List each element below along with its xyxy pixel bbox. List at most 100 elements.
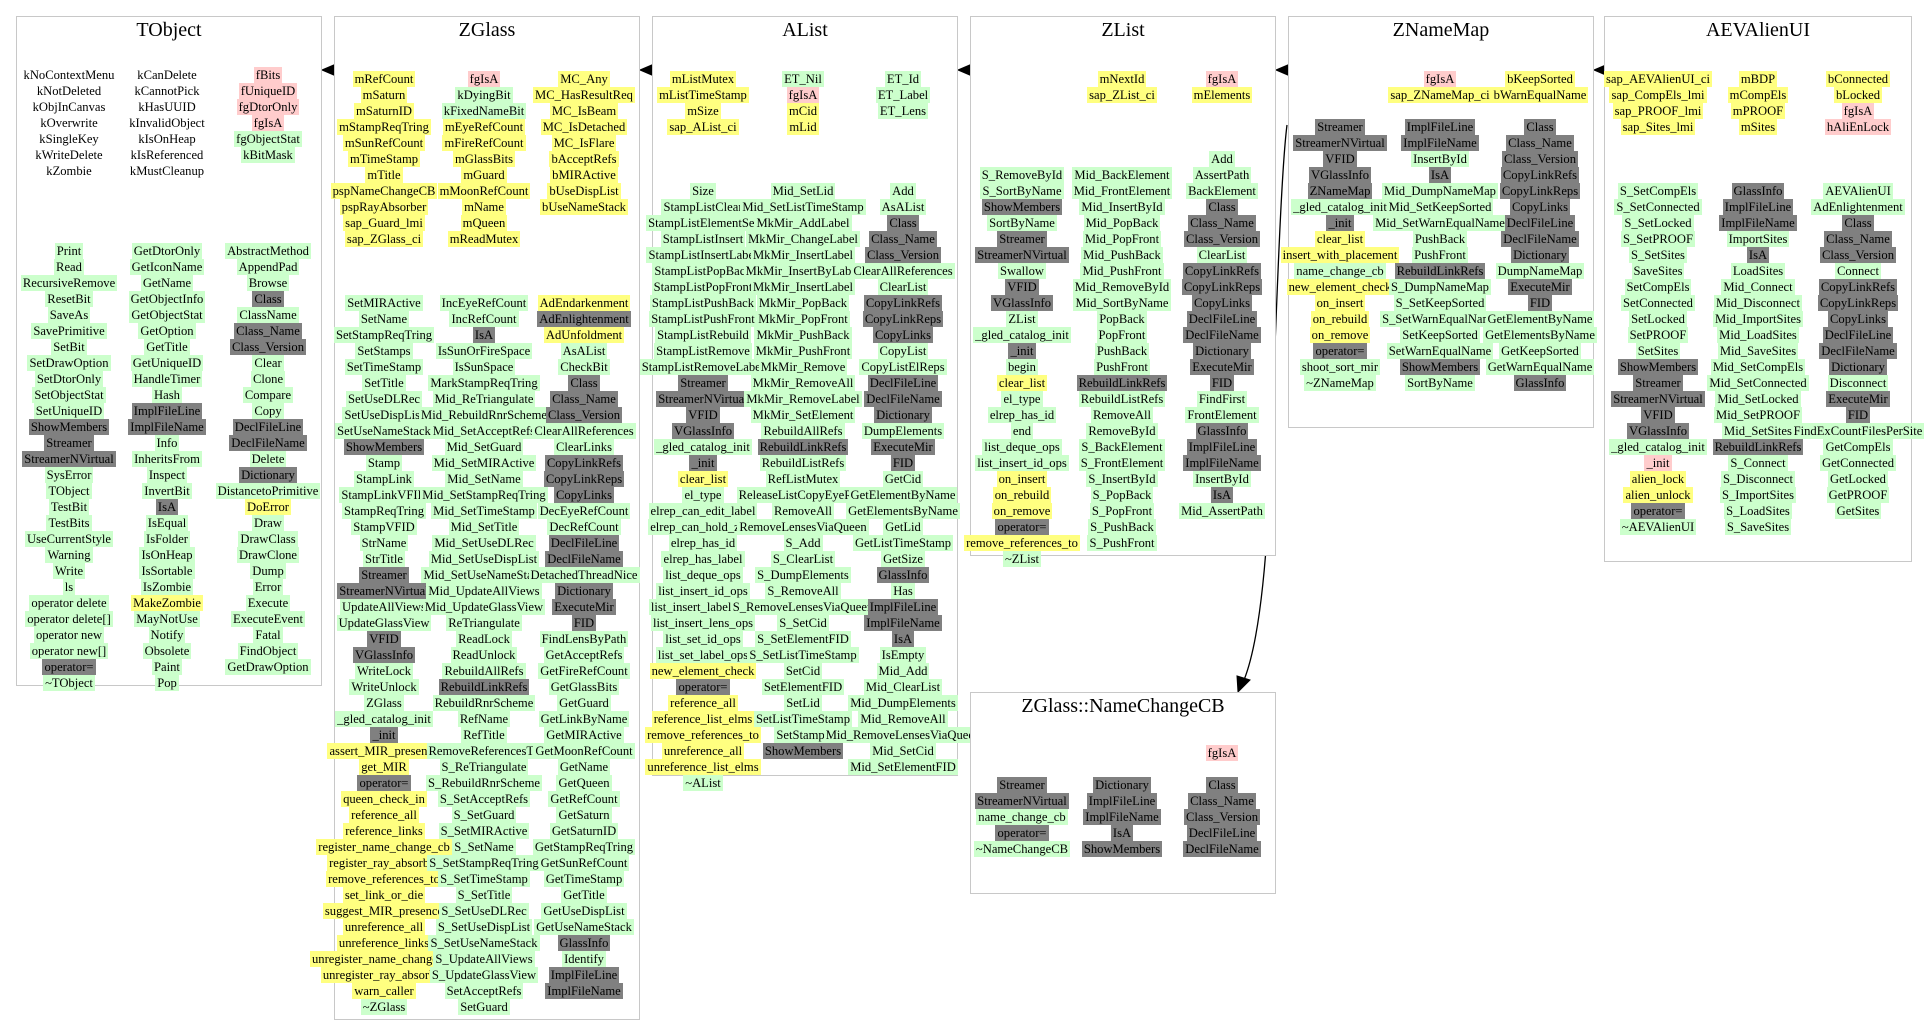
member-column: fgIsA sap_ZNameMap_ci ImplFileLine ImplFil… bbox=[1373, 71, 1507, 391]
member-item: DeclFileName bbox=[1183, 841, 1261, 857]
member-item: IsA bbox=[1110, 825, 1134, 841]
member-item: RebuildLinkRefs bbox=[1076, 375, 1168, 391]
member-item: S_SetKeepSorted bbox=[1393, 295, 1487, 311]
member-item: S_SetMIRActive bbox=[438, 823, 530, 839]
member-item: Dictionary bbox=[239, 467, 297, 483]
member-spacer bbox=[1218, 103, 1225, 119]
member-item: ~AList bbox=[683, 775, 723, 791]
member-item: fBits bbox=[253, 67, 283, 83]
member-item: kIsReferenced bbox=[130, 148, 204, 162]
member-spacer bbox=[163, 179, 170, 195]
member-item: SetBit bbox=[51, 339, 87, 355]
member-item: end bbox=[1010, 423, 1034, 439]
member-item: ShowMembers bbox=[981, 199, 1063, 215]
member-item: ImplFileLine bbox=[867, 599, 939, 615]
member-spacer bbox=[65, 179, 72, 195]
member-item: Copy bbox=[252, 403, 284, 419]
member-item: SaveSites bbox=[1631, 263, 1685, 279]
member-item: S_SetSites bbox=[1629, 247, 1687, 263]
member-item: IsA bbox=[891, 631, 915, 647]
member-column: sap_AEVAlienUI_ci sap_CompEls_lmi sap_PROO… bbox=[1604, 71, 1712, 535]
member-item: Add bbox=[890, 183, 916, 199]
member-spacer bbox=[899, 119, 906, 135]
member-item: Mid_PushBack bbox=[1081, 247, 1163, 263]
member-item: DeclFileLine bbox=[232, 419, 304, 435]
member-item: Mid_DumpElements bbox=[848, 695, 958, 711]
member-item: GetSaturn bbox=[556, 807, 612, 823]
member-item: DeclFileLine bbox=[1504, 215, 1576, 231]
member-item: Disconnect bbox=[1827, 375, 1889, 391]
member-item: mGlassBits bbox=[452, 151, 516, 167]
member-column: Streamer StreamerNVirtual VFID VGlassInfo ZN… bbox=[1280, 71, 1400, 391]
member-item: AdEnlightenment bbox=[1811, 199, 1905, 215]
member-item: _gled_catalog_init bbox=[1291, 199, 1389, 215]
member-item: ReTriangulate bbox=[446, 615, 522, 631]
member-item: Info bbox=[154, 435, 180, 451]
member-item: VFID bbox=[686, 407, 720, 423]
member-item: S_SetCompEls bbox=[1617, 183, 1699, 199]
member-item: TestBit bbox=[48, 499, 90, 515]
member-item: Error bbox=[252, 579, 284, 595]
member-item: Mid_AssertPath bbox=[1179, 503, 1265, 519]
member-item: operator= bbox=[1631, 503, 1685, 519]
member-item: kHasUUID bbox=[138, 100, 196, 114]
member-item: _init bbox=[1644, 455, 1672, 471]
member-item: _gled_catalog_init bbox=[335, 711, 433, 727]
member-item: SortByName bbox=[987, 215, 1057, 231]
member-item: RebuildRnrScheme bbox=[432, 695, 536, 711]
member-item: Streamer bbox=[997, 777, 1047, 793]
member-item: CopyLinkReps bbox=[1499, 183, 1581, 199]
member-item: reference_links bbox=[343, 823, 425, 839]
member-item: Dictionary bbox=[1093, 777, 1151, 793]
member-item: SetTitle bbox=[362, 375, 406, 391]
member-item: list_insert_lens_ops bbox=[650, 615, 756, 631]
member-item: MC_Any bbox=[558, 71, 610, 87]
member-item: Dictionary bbox=[1193, 343, 1251, 359]
member-item: InsertById bbox=[1193, 471, 1251, 487]
member-item: SetName bbox=[358, 311, 410, 327]
member-item: kZombie bbox=[46, 164, 92, 178]
member-item: SetCompEls bbox=[1624, 279, 1692, 295]
member-item: mGuard bbox=[461, 167, 507, 183]
member-column: fgIsA kDyingBit kFixedNameBit mEyeRefCount m… bbox=[419, 71, 549, 1015]
member-item: Class_Version bbox=[1183, 809, 1261, 825]
member-item: S_RemoveById bbox=[979, 167, 1065, 183]
member-item: operator= bbox=[676, 679, 730, 695]
member-spacer bbox=[480, 263, 487, 279]
member-item: StampListRemove bbox=[654, 343, 752, 359]
member-item: Class bbox=[1206, 777, 1238, 793]
member-item: Mid_RemoveAll bbox=[858, 711, 948, 727]
member-item: GetQueen bbox=[556, 775, 612, 791]
member-item: Add bbox=[1209, 151, 1235, 167]
member-item: IsOnHeap bbox=[139, 547, 195, 563]
member-item: ImplFileLine bbox=[131, 403, 203, 419]
member-item: kOverwrite bbox=[40, 116, 98, 130]
member-item: kFixedNameBit bbox=[441, 103, 527, 119]
member-item: SetGuard bbox=[458, 999, 510, 1015]
member-item: operator new[] bbox=[29, 643, 109, 659]
member-item: fgIsA bbox=[467, 71, 501, 87]
member-item: SetCid bbox=[783, 663, 823, 679]
member-spacer bbox=[580, 279, 587, 295]
member-item: Dictionary bbox=[1511, 247, 1569, 263]
member-item: unregister_ray_absorber bbox=[320, 967, 448, 983]
member-item: _gled_catalog_init bbox=[973, 327, 1071, 343]
member-item: UseCurrentStyle bbox=[25, 531, 113, 547]
member-item: Has bbox=[891, 583, 915, 599]
member-item: S_SetWarnEqualName bbox=[1380, 311, 1500, 327]
member-item: list_deque_ops bbox=[982, 439, 1062, 455]
member-item: ImplFileName bbox=[1083, 809, 1161, 825]
member-item: GetDrawOption bbox=[225, 659, 311, 675]
member-item: RemoveAll bbox=[1090, 407, 1154, 423]
member-item: remove_references_to bbox=[326, 871, 442, 887]
member-item: Inspect bbox=[146, 467, 188, 483]
member-item: mMoonRefCount bbox=[437, 183, 531, 199]
member-spacer bbox=[264, 227, 271, 243]
member-item: FrontElement bbox=[1185, 407, 1259, 423]
member-item: SetLocked bbox=[1629, 311, 1687, 327]
member-spacer bbox=[1018, 71, 1025, 87]
member-item: S_Add bbox=[783, 535, 823, 551]
member-item: ET_Lens bbox=[877, 103, 929, 119]
member-item: MkMir_RemoveAll bbox=[750, 375, 856, 391]
member-spacer bbox=[480, 247, 487, 263]
